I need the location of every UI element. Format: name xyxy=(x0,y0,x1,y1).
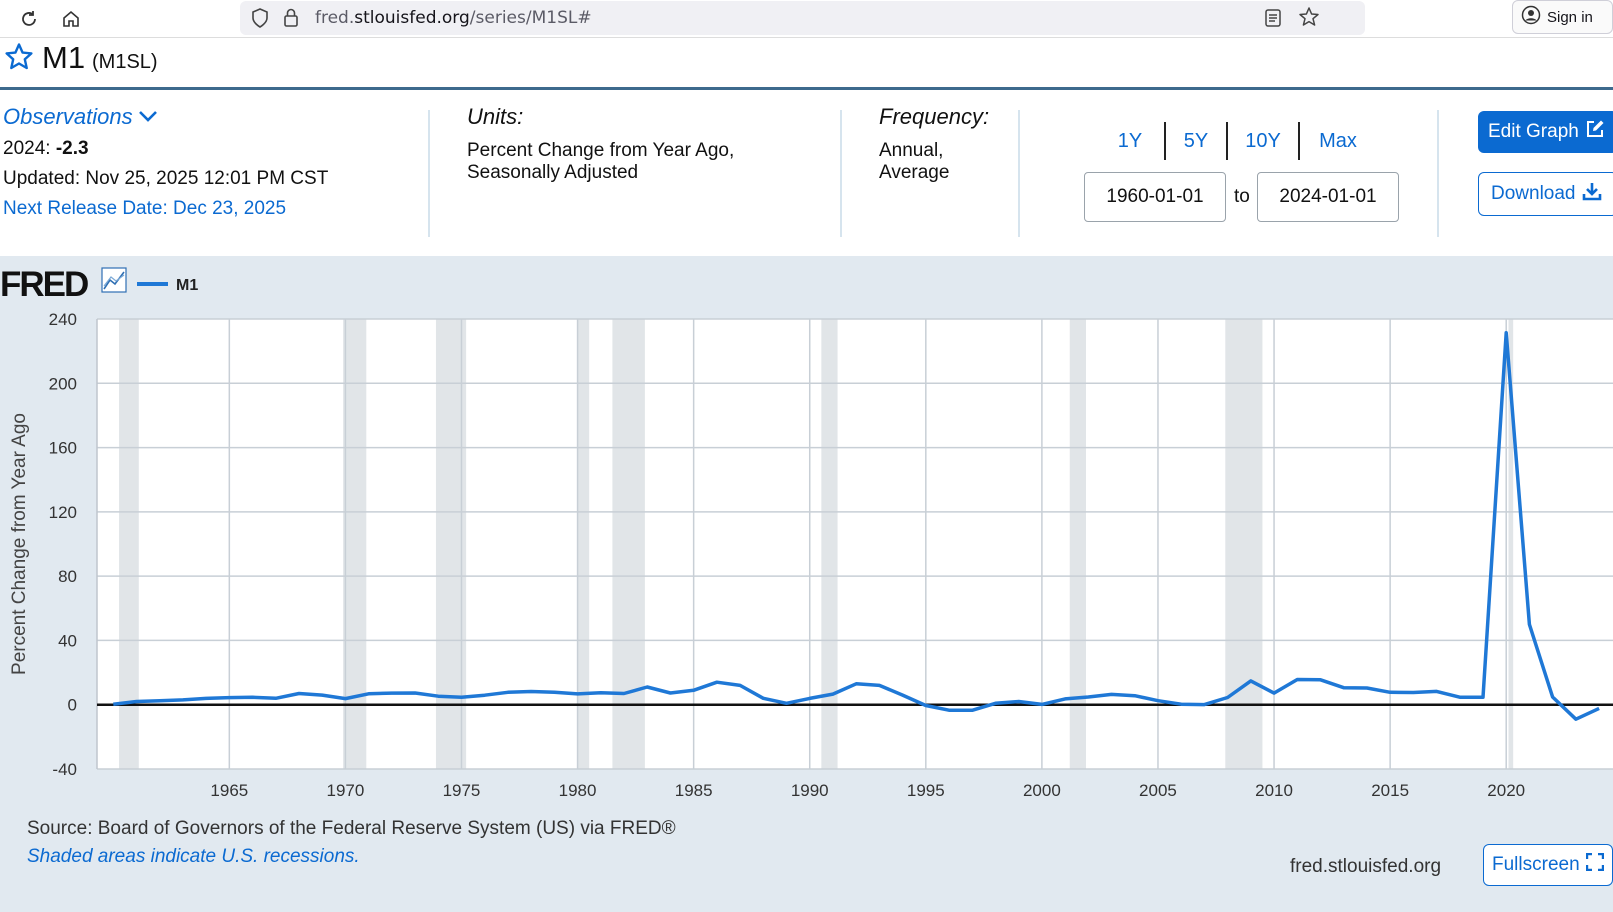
recession-note-link[interactable]: Shaded areas indicate U.S. recessions. xyxy=(27,846,360,867)
url-text[interactable]: fred.stlouisfed.org/series/M1SL# xyxy=(315,8,592,28)
x-tick-label: 1965 xyxy=(210,781,248,796)
series-header: M1 (M1SL) xyxy=(0,40,1613,90)
edit-icon xyxy=(1585,119,1605,145)
x-tick-label: 1985 xyxy=(675,781,713,796)
start-date-input[interactable] xyxy=(1084,172,1226,222)
units-heading: Units: xyxy=(467,104,524,129)
recession-band xyxy=(612,319,645,769)
lock-icon[interactable] xyxy=(282,7,300,34)
latest-observation: 2024: -2.3 xyxy=(3,138,89,159)
recession-band xyxy=(1508,319,1514,769)
chevron-down-icon xyxy=(137,104,159,130)
series-title: M1 xyxy=(42,40,86,75)
frequency-panel: Frequency: Annual, Average xyxy=(879,104,989,244)
y-tick-label: 120 xyxy=(49,503,77,522)
range-10y-button[interactable]: 10Y xyxy=(1228,122,1300,160)
observations-label: Observations xyxy=(3,104,133,129)
download-button[interactable]: Download xyxy=(1478,172,1613,216)
recession-band xyxy=(821,319,838,769)
recession-band xyxy=(343,319,367,769)
favorite-star-icon[interactable] xyxy=(4,42,34,77)
chart-line-icon xyxy=(101,267,127,293)
y-tick-label: 200 xyxy=(49,374,77,393)
x-tick-label: 2000 xyxy=(1023,781,1061,796)
next-release-link[interactable]: Next Release Date: Dec 23, 2025 xyxy=(3,198,287,219)
frequency-heading: Frequency: xyxy=(879,104,990,129)
units-value: Percent Change from Year Ago, Seasonally … xyxy=(467,140,735,183)
y-tick-label: 0 xyxy=(68,696,77,715)
chart-panel: FRED M1 -40 0 40 80 120 160 200 240 1965 1970 1975 1… xyxy=(0,256,1613,912)
y-tick-label: 40 xyxy=(58,631,77,650)
x-tick-label: 1975 xyxy=(443,781,481,796)
series-line-m1 xyxy=(113,331,1600,721)
divider xyxy=(428,110,430,237)
units-panel: Units: Percent Change from Year Ago, Seas… xyxy=(467,104,734,244)
x-tick-label: 2020 xyxy=(1487,781,1525,796)
divider xyxy=(1437,110,1439,237)
address-bar[interactable]: fred.stlouisfed.org/series/M1SL# xyxy=(240,1,1365,35)
frequency-value: Annual, Average xyxy=(879,140,950,183)
x-tick-label: 1995 xyxy=(907,781,945,796)
x-tick-label: 1980 xyxy=(559,781,597,796)
shield-icon[interactable] xyxy=(250,7,270,34)
latest-value: -2.3 xyxy=(55,138,89,159)
x-tick-label: 1990 xyxy=(791,781,829,796)
date-range-buttons: 1Y 5Y 10Y Max xyxy=(1096,122,1376,160)
sign-in-label: Sign in xyxy=(1547,8,1593,26)
reload-icon[interactable] xyxy=(14,4,44,34)
recession-band xyxy=(577,319,590,769)
account-icon xyxy=(1521,5,1541,29)
range-1y-button[interactable]: 1Y xyxy=(1096,122,1166,160)
divider xyxy=(840,110,842,237)
range-max-button[interactable]: Max xyxy=(1319,129,1357,152)
y-tick-label: 80 xyxy=(58,567,77,586)
recession-band xyxy=(1225,319,1263,769)
observations-panel: Observations 2024: -2.3 Updated: Nov 25,… xyxy=(3,104,328,244)
observations-dropdown[interactable]: Observations xyxy=(3,104,328,130)
download-icon xyxy=(1582,181,1602,207)
site-label: fred.stlouisfed.org xyxy=(1290,856,1442,877)
fullscreen-icon xyxy=(1585,852,1604,877)
fullscreen-button[interactable]: Fullscreen xyxy=(1483,844,1613,886)
x-tick-label: 1970 xyxy=(326,781,364,796)
recession-band xyxy=(1069,319,1086,769)
y-tick-label: 240 xyxy=(49,310,77,329)
fred-logo: FRED xyxy=(0,265,88,304)
range-5y-button[interactable]: 5Y xyxy=(1166,122,1228,160)
x-tick-label: 2010 xyxy=(1255,781,1293,796)
series-code: (M1SL) xyxy=(92,51,158,73)
y-tick-label: -40 xyxy=(52,760,77,779)
fred-chart[interactable]: FRED M1 -40 0 40 80 120 160 200 240 1965 1970 1975 1… xyxy=(0,256,1613,796)
recession-band xyxy=(119,319,139,769)
plot-area xyxy=(97,319,1613,769)
source-text: Source: Board of Governors of the Federa… xyxy=(27,818,676,839)
x-tick-label: 2005 xyxy=(1139,781,1177,796)
divider xyxy=(1018,110,1020,237)
edit-graph-button[interactable]: Edit Graph xyxy=(1478,111,1613,153)
updated-text: Updated: Nov 25, 2025 12:01 PM CST xyxy=(3,168,329,189)
sign-in-button[interactable]: Sign in xyxy=(1512,0,1613,34)
x-tick-label: 2015 xyxy=(1371,781,1409,796)
y-tick-label: 160 xyxy=(49,439,77,458)
bookmark-star-icon[interactable] xyxy=(1298,6,1320,33)
date-to-label: to xyxy=(1234,186,1250,207)
download-label: Download xyxy=(1491,183,1576,204)
end-date-input[interactable] xyxy=(1257,172,1399,222)
fullscreen-label: Fullscreen xyxy=(1492,854,1580,875)
reader-view-icon[interactable] xyxy=(1264,8,1282,33)
browser-toolbar: fred.stlouisfed.org/series/M1SL# Sign in xyxy=(0,0,1613,38)
edit-graph-label: Edit Graph xyxy=(1488,121,1579,142)
y-axis-label: Percent Change from Year Ago xyxy=(9,413,30,675)
legend-label: M1 xyxy=(176,277,198,294)
home-icon[interactable] xyxy=(56,4,86,34)
